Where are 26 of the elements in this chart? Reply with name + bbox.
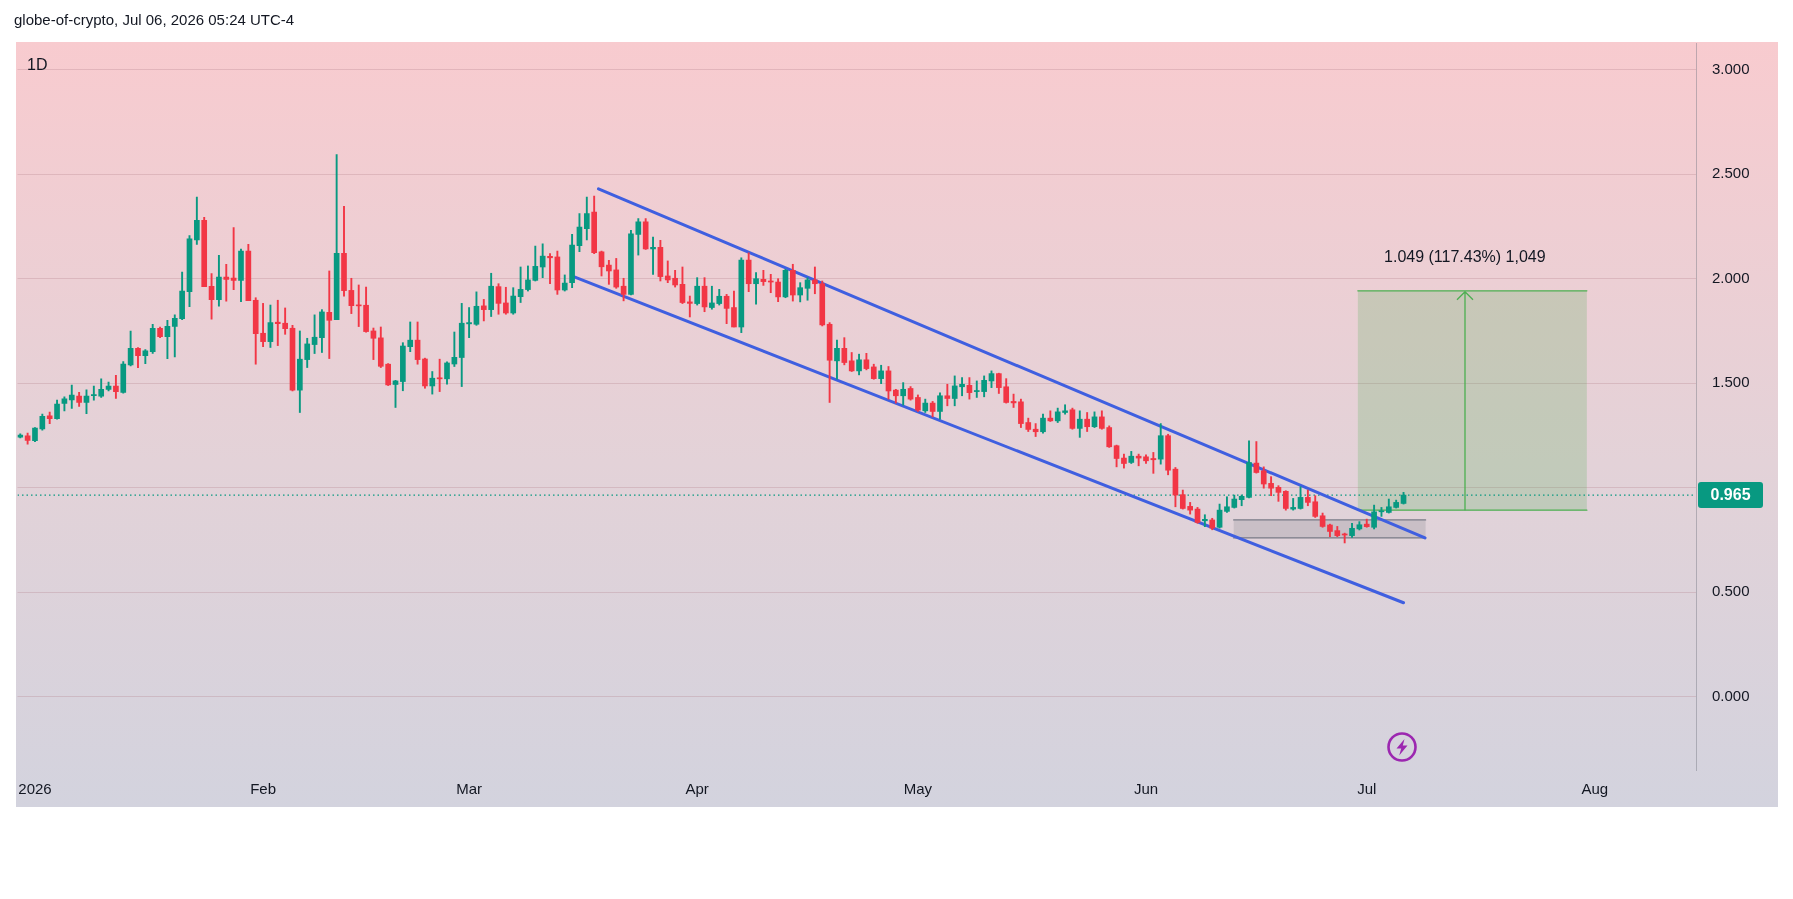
candlestick	[223, 263, 230, 302]
candlestick	[1150, 452, 1157, 474]
annotation: 1.049 (117.43%) 1,049	[1384, 248, 1546, 266]
candlestick	[547, 253, 553, 285]
y-tick-label: 2.000	[1712, 268, 1750, 286]
candlestick	[326, 270, 333, 359]
candlestick	[650, 236, 656, 275]
candlestick	[686, 295, 693, 318]
y-tick-label: 1.500	[1712, 373, 1750, 391]
y-tick-label: 2.500	[1712, 164, 1750, 182]
ref-line-label: 0.965	[1710, 486, 1751, 504]
y-tick-label: 3.000	[1712, 59, 1750, 77]
y-tick-label: 0.500	[1712, 582, 1750, 600]
x-tick-label: 2026	[18, 780, 52, 798]
x-tick-label: Apr	[685, 780, 709, 798]
x-tick-label: Mar	[456, 780, 483, 798]
candlestick	[1202, 514, 1208, 527]
text: 1D	[27, 55, 48, 74]
x-tick-label: May	[903, 780, 933, 798]
x-tick-label: Jul	[1357, 780, 1377, 798]
y-tick-label: 0.000	[1712, 686, 1750, 704]
text: globe-of-crypto, Jul 06, 2026 05:24 UTC-4	[14, 11, 295, 29]
x-tick-label: Jun	[1133, 780, 1159, 798]
x-tick-label: Feb	[250, 780, 276, 798]
candlestick	[436, 358, 443, 392]
x-tick-label: Aug	[1581, 780, 1609, 798]
